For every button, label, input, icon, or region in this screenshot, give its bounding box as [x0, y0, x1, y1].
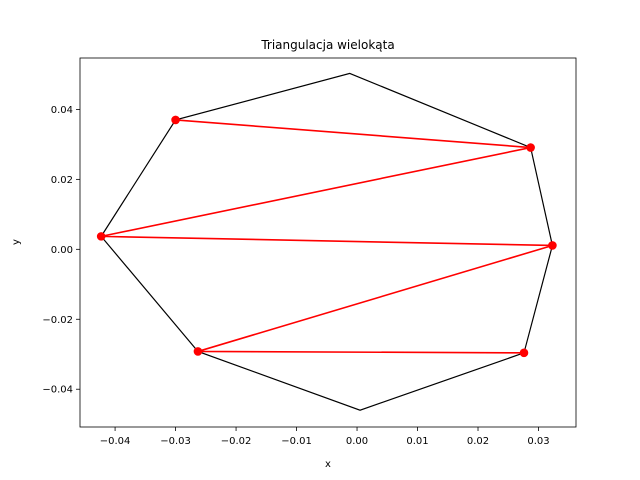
y-tick-label: 0.00 — [51, 245, 73, 256]
y-axis-label: y — [11, 239, 22, 245]
y-tick-label: −0.04 — [42, 385, 73, 396]
x-tick-label: 0.01 — [406, 436, 428, 447]
x-tick-label: −0.04 — [100, 436, 131, 447]
y-axis: −0.04 −0.02 0.00 0.02 0.04 — [42, 105, 80, 396]
chart-title: Triangulacja wielokąta — [260, 38, 394, 52]
x-tick-label: −0.02 — [221, 436, 252, 447]
x-axis: −0.04 −0.03 −0.02 −0.01 0.00 0.01 0.02 0.03 — [100, 427, 550, 447]
y-tick-label: −0.02 — [42, 315, 73, 326]
triangulation-point — [526, 143, 535, 152]
x-tick-label: 0.00 — [346, 436, 368, 447]
triangulation-point — [548, 241, 557, 250]
x-tick-label: −0.01 — [281, 436, 312, 447]
axes-frame — [79, 57, 577, 428]
y-tick-label: 0.04 — [51, 105, 73, 116]
triangulation-point — [519, 348, 529, 358]
triangulation-point — [171, 115, 180, 125]
triangulation-point — [96, 232, 106, 241]
x-tick-label: −0.03 — [160, 436, 191, 447]
x-axis-label: x — [325, 459, 331, 470]
x-tick-label: 0.02 — [467, 436, 489, 447]
x-tick-label: 0.03 — [527, 436, 549, 447]
triangulation-point — [193, 347, 203, 356]
triangulation-line — [101, 119, 553, 354]
plot-area — [96, 72, 557, 411]
y-tick-label: 0.02 — [51, 175, 73, 186]
polygon-outline — [100, 72, 554, 411]
